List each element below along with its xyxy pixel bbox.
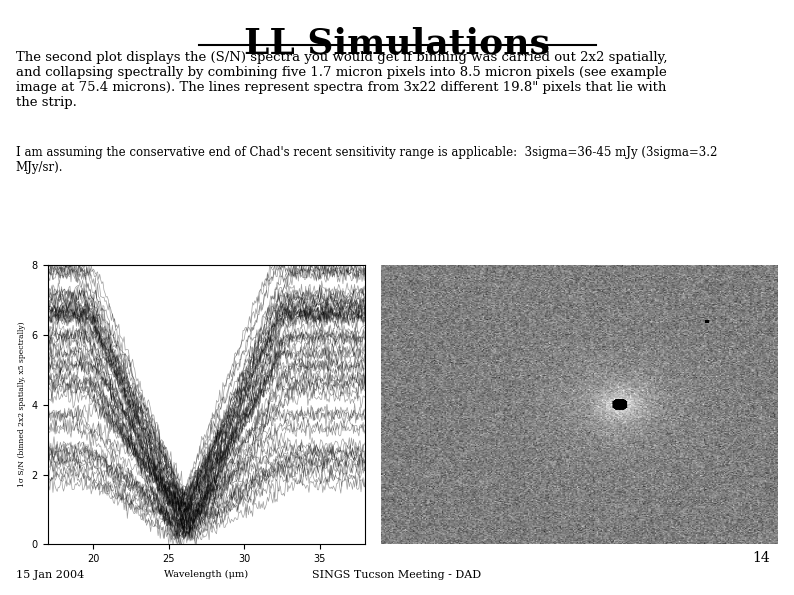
Text: I am assuming the conservative end of Chad's recent sensitivity range is applica: I am assuming the conservative end of Ch… (16, 146, 717, 174)
Text: The second plot displays the (S/N) spectra you would get if binning was carried : The second plot displays the (S/N) spect… (16, 51, 668, 108)
Text: 14: 14 (753, 551, 770, 565)
Y-axis label: 1σ S/N (binned 2x2 spatially, x5 spectrally): 1σ S/N (binned 2x2 spatially, x5 spectra… (18, 322, 26, 487)
Text: LL Simulations: LL Simulations (244, 27, 550, 61)
Text: 15 Jan 2004: 15 Jan 2004 (16, 570, 84, 580)
X-axis label: Wavelength (μm): Wavelength (μm) (164, 569, 249, 579)
Text: SINGS Tucson Meeting - DAD: SINGS Tucson Meeting - DAD (312, 570, 482, 580)
